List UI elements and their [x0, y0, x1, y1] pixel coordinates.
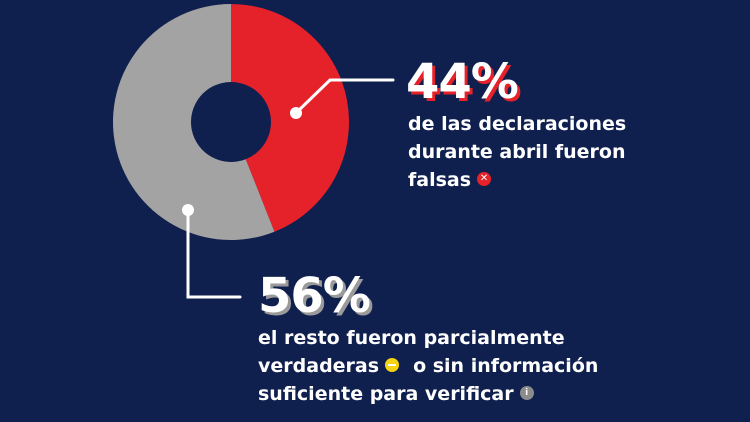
false-desc-line-2: durante abril fueron: [408, 141, 626, 163]
info-icon: i: [519, 385, 534, 400]
connector-false-dot: [290, 107, 302, 119]
donut-slice-resto: [112, 4, 275, 241]
false-desc-line-3-wrap: falsas ✕: [408, 166, 626, 194]
connector-rest-dot: [182, 204, 194, 216]
partially-true-icon: [385, 357, 400, 372]
false-x-icon: ✕: [477, 171, 492, 186]
rest-desc-line-3-wrap: suficiente para verificar i: [258, 380, 598, 408]
rest-desc-line-3: suficiente para verificar: [258, 383, 514, 405]
rest-percent-label: 56%: [258, 268, 371, 324]
false-description: de las declaraciones durante abril fuero…: [408, 110, 626, 194]
false-desc-line-1: de las declaraciones: [408, 113, 627, 135]
false-desc-line-3: falsas: [408, 169, 472, 191]
connector-rest: [186, 208, 242, 299]
rest-description: el resto fueron parcialmente verdaderas o…: [258, 324, 598, 408]
rest-desc-line-2-wrap: verdaderas o sin información: [258, 352, 598, 380]
donut-slice-falsas: [231, 4, 349, 232]
rest-desc-line-2a: verdaderas: [258, 355, 380, 377]
false-percent-label: 44%: [406, 54, 519, 110]
rest-desc-line-1: el resto fueron parcialmente: [258, 327, 565, 349]
connector-false: [294, 78, 395, 115]
rest-desc-line-2b: o sin información: [413, 355, 599, 377]
